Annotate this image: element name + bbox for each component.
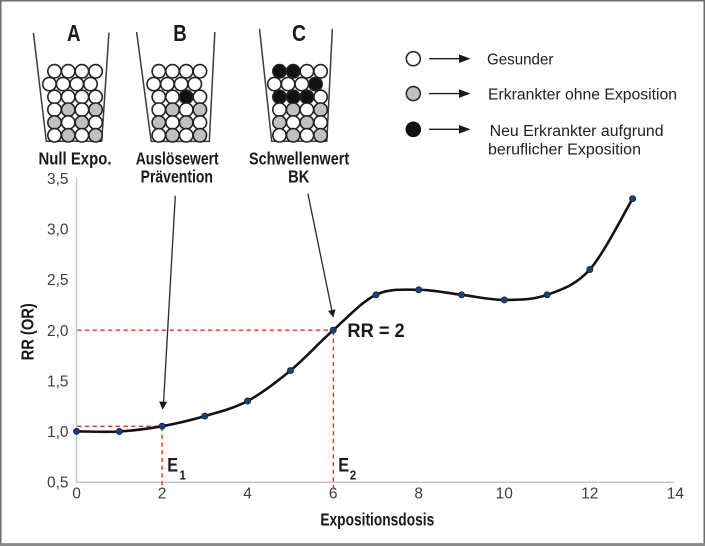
- svg-text:1,0: 1,0: [47, 424, 69, 441]
- svg-text:RR (OR): RR (OR): [18, 303, 38, 360]
- svg-text:Auslösewert: Auslösewert: [136, 148, 219, 168]
- svg-text:14: 14: [667, 486, 685, 503]
- svg-text:Erkrankter ohne Exposition: Erkrankter ohne Exposition: [488, 86, 677, 103]
- svg-text:8: 8: [414, 486, 423, 503]
- svg-text:2: 2: [350, 468, 356, 483]
- svg-text:2,5: 2,5: [47, 272, 69, 289]
- svg-text:2,0: 2,0: [47, 323, 69, 340]
- svg-text:Prävention: Prävention: [141, 166, 213, 186]
- svg-text:12: 12: [581, 486, 598, 503]
- svg-text:E: E: [338, 454, 349, 476]
- svg-text:1,5: 1,5: [47, 373, 69, 390]
- svg-text:Null Expo.: Null Expo.: [39, 148, 112, 168]
- svg-text:2: 2: [158, 486, 167, 503]
- svg-text:1: 1: [180, 468, 186, 483]
- svg-text:10: 10: [496, 486, 514, 503]
- svg-text:4: 4: [243, 486, 252, 503]
- svg-text:Expositionsdosis: Expositionsdosis: [320, 510, 434, 530]
- svg-text:Gesunder: Gesunder: [487, 51, 553, 68]
- svg-text:BK: BK: [288, 166, 309, 186]
- svg-text:B: B: [173, 20, 187, 46]
- svg-text:beruflicher Exposition: beruflicher Exposition: [488, 141, 641, 158]
- svg-text:RR = 2: RR = 2: [347, 320, 404, 342]
- svg-text:0,5: 0,5: [47, 475, 69, 492]
- svg-text:Neu Erkrankter aufgrund: Neu Erkrankter aufgrund: [490, 123, 664, 140]
- svg-text:3,5: 3,5: [47, 171, 69, 188]
- svg-text:3,0: 3,0: [47, 222, 69, 239]
- svg-text:Schwellenwert: Schwellenwert: [249, 148, 349, 168]
- svg-text:6: 6: [329, 486, 338, 503]
- svg-text:E: E: [167, 454, 178, 476]
- svg-text:C: C: [292, 20, 306, 46]
- svg-text:0: 0: [72, 486, 81, 503]
- svg-text:A: A: [67, 20, 81, 46]
